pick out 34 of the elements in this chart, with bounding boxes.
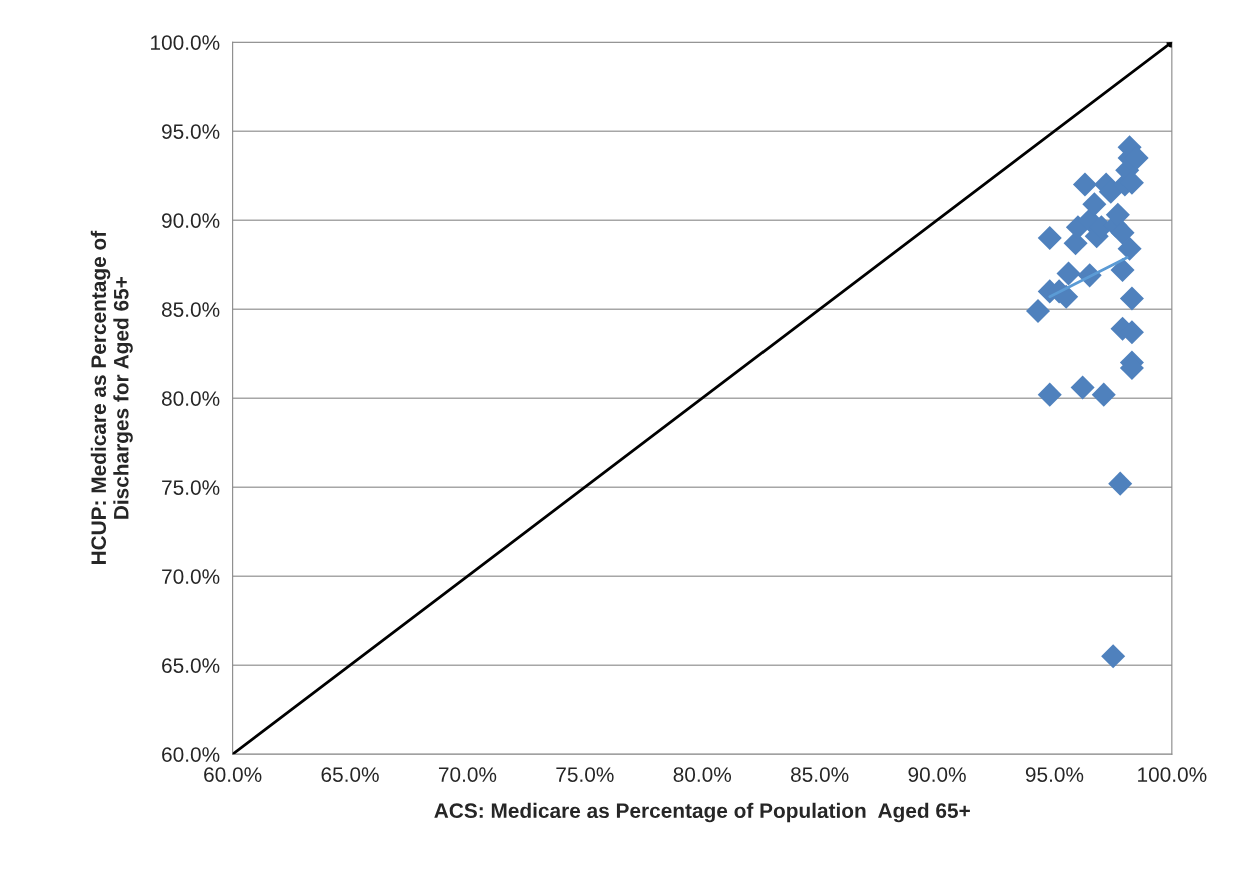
x-tick-label: 95.0%	[1025, 767, 1084, 782]
point	[1037, 382, 1062, 407]
x-tick-label: 75.0%	[556, 767, 614, 782]
y-tick-label: 75.0%	[162, 480, 220, 495]
point	[1072, 172, 1097, 197]
y-tick-label: 95.0%	[162, 124, 220, 139]
y-axis-title: HCUP: Medicare as Percentage of Discharges for Aged 65+	[90, 230, 133, 565]
x-tick-label: 100.0%	[1138, 767, 1207, 782]
y-tick-label: 85.0%	[161, 302, 220, 317]
y-tick-label: 90.0%	[162, 213, 220, 228]
point	[1110, 220, 1135, 245]
point	[1037, 225, 1062, 251]
point	[1056, 261, 1081, 286]
x-tick-label: 90.0%	[908, 767, 966, 782]
y-tick-label: 60.0%	[162, 747, 220, 762]
point	[1117, 236, 1142, 261]
point	[1025, 298, 1051, 323]
point	[1070, 375, 1095, 400]
x-tick-label: 60.0%	[204, 767, 262, 782]
y-tick-label: 80.0%	[161, 391, 220, 406]
y-tick-label: 100.0%	[151, 35, 220, 50]
point	[1091, 382, 1116, 407]
point	[1108, 471, 1133, 496]
y-tick-label: 65.0%	[162, 658, 220, 673]
x-tick-label: 80.0%	[673, 767, 732, 782]
x-tick-label: 85.0%	[791, 767, 849, 782]
x-tick-label: 70.0%	[438, 767, 497, 782]
point	[1119, 286, 1144, 311]
point	[1110, 258, 1135, 283]
point	[1101, 644, 1126, 669]
y-tick-label: 70.0%	[162, 569, 220, 584]
x-tick-label: 65.0%	[321, 767, 379, 782]
point	[1082, 192, 1107, 217]
x-axis-title: ACS: Medicare as Percentage of Population Aged 65+	[434, 802, 970, 823]
